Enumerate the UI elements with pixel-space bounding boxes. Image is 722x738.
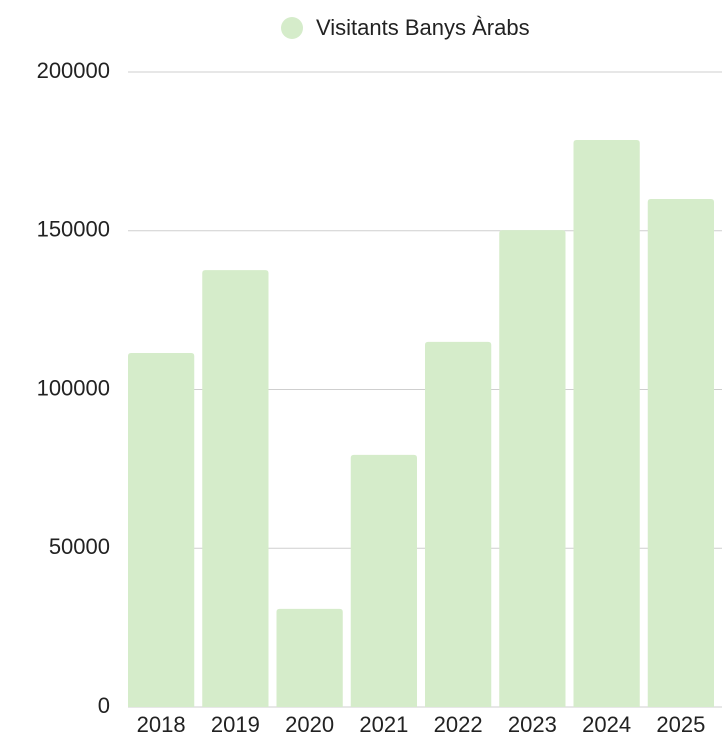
x-tick-label: 2025	[656, 712, 705, 737]
bar	[499, 230, 566, 708]
x-tick-label: 2020	[285, 712, 334, 737]
y-tick-label: 150000	[37, 217, 110, 242]
x-tick-label: 2022	[434, 712, 483, 737]
bar	[202, 270, 269, 707]
y-tick-label: 200000	[37, 58, 110, 83]
y-tick-label: 0	[98, 693, 110, 718]
bar	[276, 608, 343, 707]
y-tick-label: 100000	[37, 375, 110, 400]
x-tick-label: 2018	[137, 712, 186, 737]
x-tick-label: 2019	[211, 712, 260, 737]
bar	[573, 139, 640, 707]
x-tick-label: 2024	[582, 712, 631, 737]
bar	[647, 199, 714, 707]
bar	[425, 341, 492, 707]
y-tick-label: 50000	[49, 534, 110, 559]
bar	[128, 352, 195, 707]
x-tick-label: 2023	[508, 712, 557, 737]
x-tick-label: 2021	[359, 712, 408, 737]
legend-label: Visitants Banys Àrabs	[316, 15, 530, 40]
legend-swatch	[281, 17, 303, 39]
bar	[350, 454, 417, 707]
